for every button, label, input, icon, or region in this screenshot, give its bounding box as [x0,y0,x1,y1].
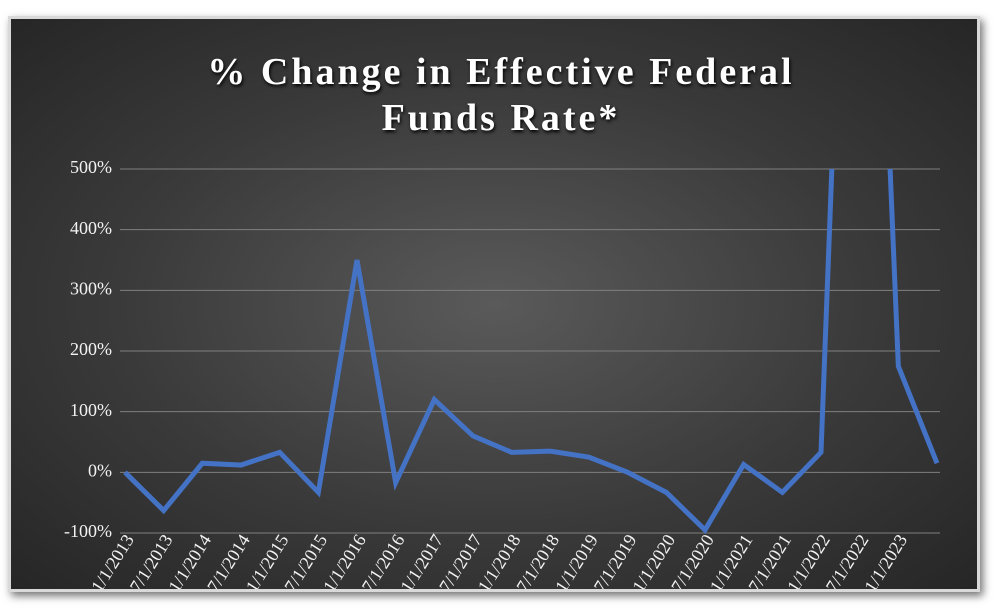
y-tick-label: 100% [70,400,112,420]
y-tick-label: 500% [70,157,112,177]
chart: -100%0%100%200%300%400%500%1/1/20137/1/2… [64,157,940,589]
chart-frame: % Change in Effective Federal Funds Rate… [8,16,980,592]
y-tick-label: 300% [70,278,112,298]
chart-title: % Change in Effective Federal Funds Rate… [207,51,795,139]
data-line [123,169,940,534]
y-tick-label: 0% [88,460,112,480]
y-tick-label: 400% [70,218,112,238]
y-tick-label: 200% [70,339,112,359]
y-tick-label: -100% [64,521,112,541]
plot-area [123,169,940,534]
